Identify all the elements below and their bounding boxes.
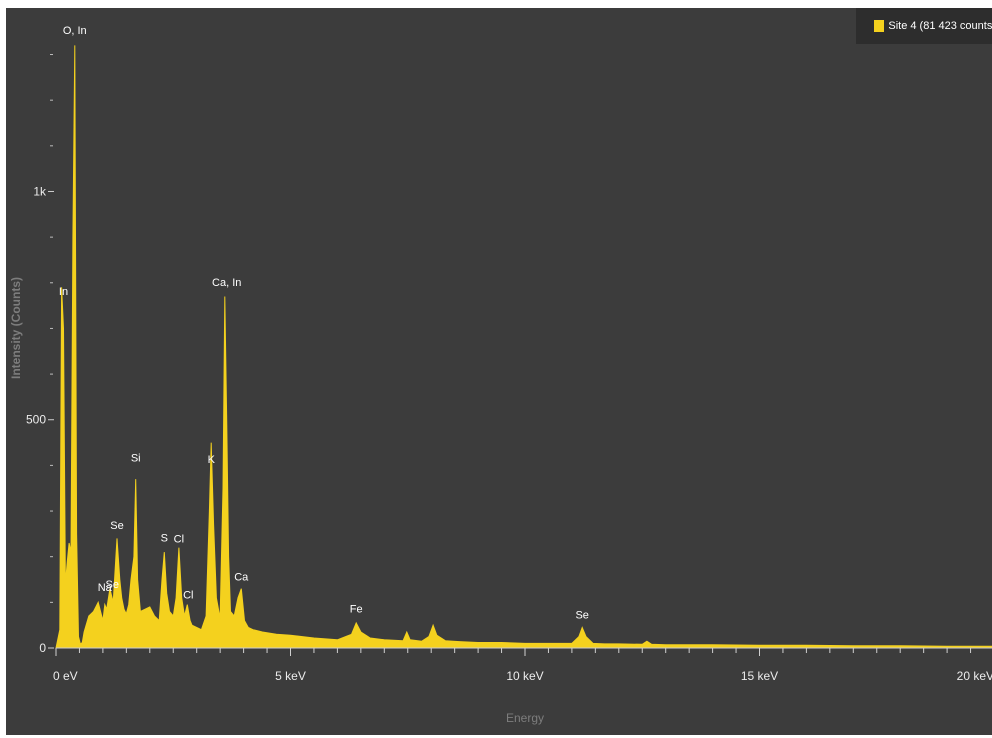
peak-label: Na bbox=[98, 582, 113, 594]
y-tick-label: 500 bbox=[26, 413, 46, 427]
axes-group: 0 eV 5 keV 10 keV 15 keV 20 keV 0 500 1k bbox=[26, 54, 992, 683]
x-axis-title: Energy bbox=[506, 711, 544, 725]
peak-label: Cl bbox=[174, 533, 184, 545]
y-tick-label: 0 bbox=[39, 641, 46, 655]
peak-label: S bbox=[161, 533, 168, 545]
peak-label: Se bbox=[575, 609, 588, 621]
x-tick-label: 20 keV bbox=[957, 669, 992, 683]
peak-label: Se bbox=[110, 520, 123, 532]
peak-label: Ca bbox=[234, 571, 249, 583]
spectrum-chart: 0 eV 5 keV 10 keV 15 keV 20 keV 0 500 1k O, In I… bbox=[6, 8, 992, 735]
x-tick-label: 0 eV bbox=[53, 669, 78, 683]
peak-label: Fe bbox=[350, 603, 363, 615]
peak-label: Ca, In bbox=[212, 277, 241, 289]
peak-label: Se bbox=[106, 579, 119, 591]
legend: Site 4 (81 423 counts) bbox=[856, 8, 992, 44]
peak-label: Si bbox=[131, 453, 141, 465]
x-tick-label: 5 keV bbox=[275, 669, 306, 683]
peak-label: O, In bbox=[63, 25, 87, 37]
peak-label: In bbox=[59, 286, 68, 298]
y-axis-title: Intensity (Counts) bbox=[9, 277, 23, 379]
chart-canvas: 0 eV 5 keV 10 keV 15 keV 20 keV 0 500 1k O, In I… bbox=[9, 25, 992, 725]
legend-swatch bbox=[874, 20, 885, 32]
x-tick-label: 10 keV bbox=[506, 669, 543, 683]
peak-label: Cl bbox=[183, 590, 193, 602]
spectrum-area-group bbox=[55, 45, 992, 649]
spectrum-area bbox=[55, 45, 992, 649]
y-tick-label: 1k bbox=[33, 184, 47, 198]
legend-label: Site 4 (81 423 counts) bbox=[888, 20, 992, 32]
peak-label: K bbox=[208, 454, 216, 466]
x-tick-label: 15 keV bbox=[741, 669, 778, 683]
